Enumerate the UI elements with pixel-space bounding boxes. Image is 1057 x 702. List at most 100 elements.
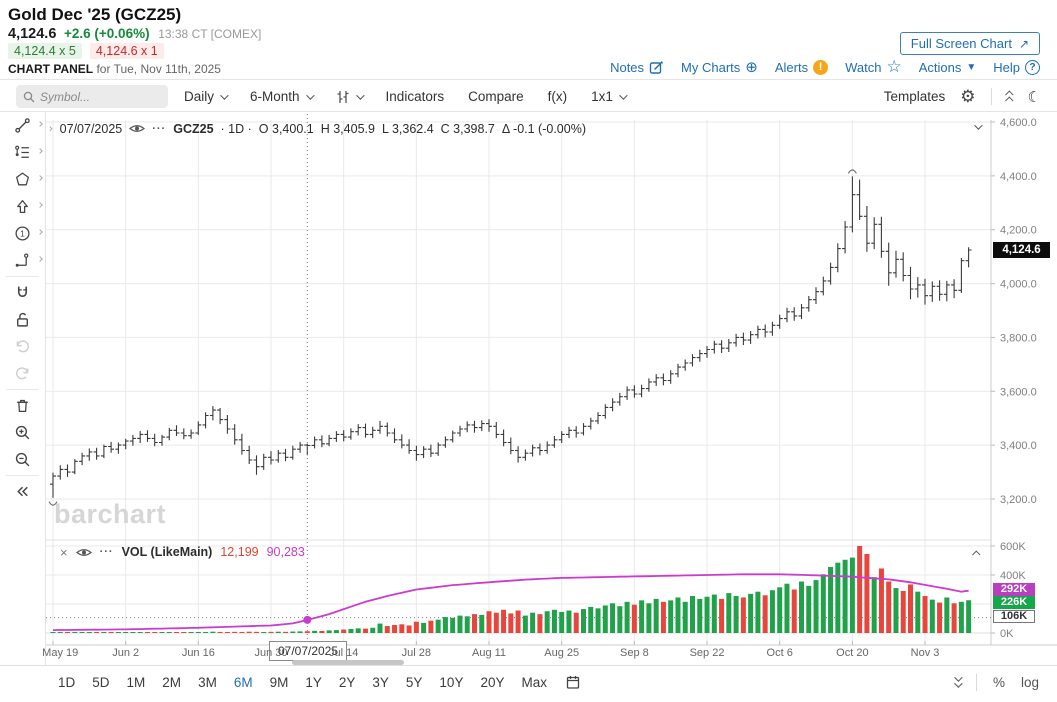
zoom-in-button[interactable] [0,419,45,446]
ohlc-bar [754,325,761,339]
timeframe-3m[interactable]: 3M [198,674,217,690]
timeframe-20y[interactable]: 20Y [480,674,505,690]
volume-bar [799,581,805,633]
timeframe-5y[interactable]: 5Y [405,674,423,690]
ohlc-bar [427,444,434,457]
collapse-toolbar-icon[interactable] [1004,89,1014,105]
ohlc-bar [747,331,754,344]
notes-link[interactable]: Notes [610,60,664,75]
timeframe-5d[interactable]: 5D [92,674,110,690]
toolbar-divider-line [0,111,1057,112]
fullscreen-button[interactable]: Full Screen Chart ↗ [899,32,1040,55]
ohlc-bar [958,258,965,293]
volume-bar [471,614,477,633]
expand-rail-icon[interactable]: › [49,122,53,135]
zoom-out-button[interactable] [0,446,45,473]
measure-tool[interactable] [0,247,45,274]
eye-visibility-icon[interactable] [129,123,146,134]
ohlc-bar [805,296,812,312]
new-low-marker [48,501,58,506]
volume-bar [137,632,143,633]
chart-scrollbar-thumb[interactable] [292,660,404,665]
volume-bar [806,585,812,633]
magnet-tool[interactable] [0,279,45,306]
volume-bar [559,611,565,633]
number-annotation-tool[interactable]: 1 [0,220,45,247]
compare-button[interactable]: Compare [468,89,524,104]
volume-bar [704,596,710,633]
collapse-rail-button[interactable] [0,478,45,505]
undo-button[interactable] [0,333,45,360]
indicators-button[interactable]: Indicators [386,89,445,104]
timeframe-1d[interactable]: 1D [58,674,76,690]
annotation-tools[interactable] [0,139,45,166]
timeframe-9m[interactable]: 9M [269,674,289,690]
ohlc-bar [951,279,958,299]
arrow-tool[interactable] [0,193,45,220]
settings-gear-icon[interactable]: ⚙ [960,86,976,106]
ohlc-bar [188,429,195,439]
timeframe-1y[interactable]: 1Y [305,674,322,690]
ohlc-bar [566,426,572,439]
volume-bar [595,608,601,633]
period-dropdown[interactable]: Daily [184,89,229,104]
date-axis[interactable]: May 19 Jun 2 Jun 16 Jun 30 Jul 14 Jul 28 Aug 1… [42,647,991,662]
lock-tool[interactable] [0,306,45,333]
watch-link[interactable]: Watch ☆ [845,57,902,77]
compare-label: Compare [468,89,524,104]
timeframe-2m[interactable]: 2M [162,674,182,690]
symbol-search-input[interactable] [40,89,160,104]
alerts-link[interactable]: Alerts ! [775,59,829,75]
ohlc-bar [217,408,224,425]
timeframe-2y[interactable]: 2Y [338,674,356,690]
trendline-tool[interactable] [0,112,45,139]
fx-button[interactable]: f(x) [548,89,568,104]
grid-layout-dropdown[interactable]: 1x1 [591,89,628,104]
eye-visibility-icon[interactable] [75,547,92,558]
volume-bar [217,631,223,633]
delete-drawings-button[interactable] [0,392,45,419]
my-charts-link[interactable]: My Charts ⊕ [681,58,758,76]
timeframe-3y[interactable]: 3Y [372,674,389,690]
price-axis-label: 4,000.0 [1000,279,1037,291]
range-dropdown[interactable]: 6-Month [250,89,315,104]
log-scale-toggle[interactable]: log [1020,674,1039,690]
symbol-search[interactable] [16,85,168,108]
timeframe-max[interactable]: Max [521,674,547,690]
ohlc-bar [769,321,776,336]
ohlc-bar [784,307,790,323]
volume-bar [653,598,659,633]
remove-study-icon[interactable]: × [60,544,68,560]
calendar-icon[interactable] [566,675,580,689]
volume-bar [878,568,884,633]
bottom-bar: 1D 5D 1M 2M 3M 6M 9M 1Y 2Y 3Y 5Y 10Y 20Y Max % log [0,665,1057,702]
crosshair-overlay-dot [303,615,312,624]
bar-type-dropdown[interactable] [336,90,365,104]
chevron-right-icon [37,175,43,181]
ohlc-bar [587,417,594,430]
volume-bar [588,606,594,633]
percent-scale-toggle[interactable]: % [992,674,1005,690]
help-link[interactable]: Help ? [993,59,1040,75]
ohlc-bar [515,446,522,463]
more-options-icon[interactable]: ··· [152,122,167,135]
bottom-bar-divider [975,673,977,691]
templates-button[interactable]: Templates [884,89,946,104]
date-axis-label: Jun 2 [112,647,140,659]
timeframe-1m[interactable]: 1M [126,674,146,690]
collapse-bottom-bar-icon[interactable] [954,673,963,688]
more-options-icon[interactable]: ··· [99,546,114,558]
timeframe-10y[interactable]: 10Y [439,674,464,690]
actions-menu[interactable]: Actions ▼ [919,60,977,75]
chart-canvas[interactable]: 3,200.0 3,400.0 3,600.0 3,800.0 4,000.0 4,200… [46,112,1057,665]
ohlc-bar [551,436,558,448]
redo-button[interactable] [0,360,45,387]
shapes-tool[interactable] [0,166,45,193]
chevron-down-icon [619,90,628,100]
star-icon: ☆ [886,57,902,76]
chart-toolbar: Daily 6-Month Indicators Compare f(x) 1x… [184,83,628,110]
volume-bar [283,631,289,633]
timeframe-6m[interactable]: 6M [233,674,253,690]
dark-mode-moon-icon[interactable]: ☾ [1027,88,1041,106]
page-title: Gold Dec '25 (GCZ25) [8,5,182,24]
